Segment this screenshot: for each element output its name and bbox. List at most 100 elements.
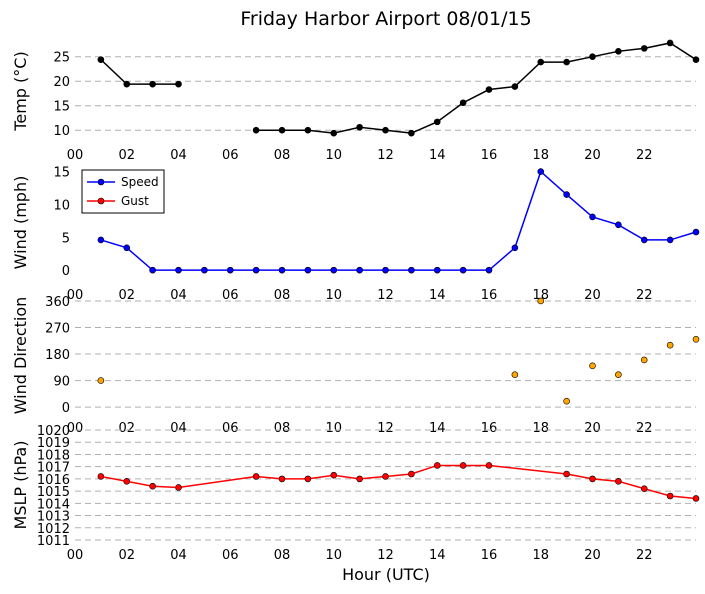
wind_direction-y-tick-label: 360: [45, 295, 70, 310]
wind-data-point: [226, 266, 234, 274]
temperature-x-tick-label: 06: [222, 148, 239, 163]
pressure-data-point: [382, 473, 389, 480]
pressure-x-tick-label: 16: [481, 548, 498, 563]
wind_direction-data-point: [640, 356, 648, 364]
wind-data-point: [201, 266, 208, 274]
temperature-x-tick-label: 00: [67, 148, 84, 163]
wind_direction-x-tick-label: 10: [325, 421, 342, 436]
wind_direction-x-tick-label: 06: [222, 421, 239, 436]
wind_direction-y-axis-label: Wind Direction: [11, 297, 30, 415]
wind-x-tick-label: 12: [377, 288, 394, 303]
temperature-data-point: [563, 58, 570, 66]
temperature-y-tick-label: 20: [53, 75, 70, 90]
wind-data-point: [459, 266, 467, 274]
pressure-y-tick-label: 1011: [37, 534, 70, 549]
wind-data-point: [149, 266, 156, 274]
pressure-data-point: [459, 462, 467, 469]
temperature-x-tick-label: 16: [481, 148, 498, 163]
temperature-panel: 10 15 20 25 00 02 04 06 08 10 12 14 16 18 20 22 Temp (°C…: [11, 39, 700, 163]
wind-data-point: [485, 266, 493, 274]
wind_direction-x-tick-label: 02: [118, 421, 135, 436]
wind_direction-data-point: [666, 341, 674, 349]
wind-data-point: [511, 244, 519, 252]
wind_direction-x-tick-label: 20: [584, 421, 601, 436]
wind-data-point: [382, 266, 389, 274]
temperature-data-point: [123, 80, 131, 88]
wind-x-tick-label: 22: [636, 288, 653, 303]
wind-y-tick-label: 5: [62, 231, 70, 246]
pressure-data-point: [692, 495, 700, 502]
wind-data-point: [408, 266, 415, 274]
temperature-data-point: [149, 80, 156, 88]
wind_direction-x-tick-label: 08: [274, 421, 291, 436]
wind-data-point: [278, 266, 286, 274]
pressure-data-point: [615, 478, 622, 485]
legend-swatch-marker: [97, 197, 105, 205]
pressure-y-tick-label: 1015: [37, 485, 70, 500]
wind-data-point: [175, 266, 182, 274]
temperature-y-tick-label: 25: [53, 51, 70, 66]
pressure-x-tick-label: 18: [532, 548, 549, 563]
pressure-data-point: [563, 470, 570, 478]
wind_direction-data-point: [692, 335, 700, 343]
chart-title: Friday Harbor Airport 08/01/15: [240, 8, 531, 30]
wind_direction-y-tick-label: 270: [45, 321, 70, 336]
temperature-series-line: [100, 59, 179, 85]
temperature-x-tick-label: 04: [170, 148, 187, 163]
pressure-y-tick-label: 1016: [37, 473, 70, 488]
pressure-data-point: [640, 485, 648, 492]
wind-data-point: [640, 236, 648, 244]
pressure-data-point: [330, 471, 338, 479]
pressure-y-tick-label: 1012: [37, 522, 70, 537]
pressure-x-tick-label: 00: [67, 548, 84, 563]
pressure-data-point: [252, 473, 260, 480]
temperature-data-point: [666, 39, 674, 47]
wind_direction-x-tick-label: 18: [532, 421, 549, 436]
wind-x-tick-label: 00: [67, 288, 84, 303]
pressure-x-tick-label: 02: [118, 548, 135, 563]
temperature-data-point: [304, 126, 312, 134]
wind_direction-data-point: [97, 377, 105, 384]
wind-x-tick-label: 02: [118, 288, 135, 303]
wind-data-point: [615, 221, 622, 229]
wind_direction-data-point: [511, 371, 519, 378]
wind_direction-x-tick-label: 00: [67, 421, 84, 436]
temperature-y-axis-label: Temp (°C): [11, 51, 30, 131]
wind-x-tick-label: 18: [532, 288, 549, 303]
pressure-x-tick-label: 14: [429, 548, 446, 563]
temperature-x-tick-label: 22: [636, 148, 653, 163]
wind-x-tick-label: 10: [325, 288, 342, 303]
pressure-data-point: [433, 462, 441, 469]
pressure-x-tick-label: 20: [584, 548, 601, 563]
wind_direction-data-point: [589, 362, 596, 370]
wind-data-point: [537, 168, 545, 175]
temperature-data-point: [692, 56, 700, 63]
temperature-series-line: [256, 42, 697, 134]
temperature-data-point: [278, 126, 286, 134]
wind_direction-x-tick-label: 04: [170, 421, 187, 436]
x-axis-label: Hour (UTC): [342, 565, 430, 584]
wind-series-line: [100, 170, 697, 271]
wind_direction-x-tick-label: 22: [636, 421, 653, 436]
wind-panel: 0 5 10 15 00 02 04 06 08 10 12 14 16 18 20 22 Wind (mph)…: [11, 166, 700, 303]
temperature-data-point: [485, 86, 493, 93]
legend-box: [81, 169, 165, 214]
temperature-y-tick-label: 10: [53, 124, 70, 139]
temperature-data-point: [511, 83, 519, 90]
wind_direction-y-tick-label: 90: [53, 375, 70, 390]
wind_direction-data-point: [563, 397, 570, 405]
temperature-x-tick-label: 08: [274, 148, 291, 163]
pressure-data-point: [666, 492, 674, 500]
temperature-data-point: [433, 118, 441, 126]
wind-data-point: [433, 266, 441, 274]
temperature-data-point: [252, 126, 260, 134]
pressure-x-tick-label: 04: [170, 548, 187, 563]
wind-data-point: [304, 266, 312, 274]
wind-x-tick-label: 08: [274, 288, 291, 303]
temperature-x-tick-label: 02: [118, 148, 135, 163]
wind-y-tick-label: 10: [53, 198, 70, 213]
wind-legend: Speed Gust: [81, 169, 165, 214]
temperature-x-tick-label: 18: [532, 148, 549, 163]
temperature-data-point: [356, 123, 363, 131]
